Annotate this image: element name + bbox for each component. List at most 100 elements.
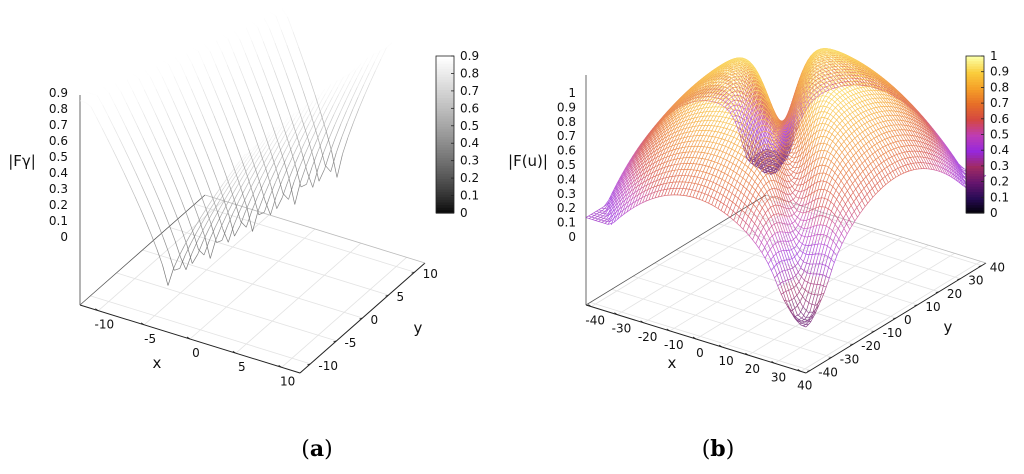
- surface-line-y-15: [327, 104, 334, 117]
- surface-line-x-9: [757, 140, 764, 161]
- surface-line-y-20: [265, 3, 272, 6]
- surface-line-y-4: [269, 126, 276, 136]
- surface-line-y-1: [212, 196, 219, 206]
- surface-line-y-18: [390, 56, 397, 60]
- y-tick-label-1: -30: [840, 352, 860, 366]
- surface-line-y-2: [180, 257, 187, 270]
- surface-line-x-22: [681, 126, 687, 136]
- x-tick-5: [718, 344, 723, 348]
- surface-line-y-46: [896, 120, 903, 130]
- surface-line-x-16: [717, 64, 722, 69]
- surface-line-y-28: [828, 118, 835, 124]
- surface-line-y-9: [779, 215, 786, 233]
- surface-line-x-15: [668, 120, 674, 129]
- surface-line-y-14: [376, 82, 383, 85]
- surface-line-x-0: [617, 174, 623, 183]
- surface-line-y-9: [179, 63, 187, 77]
- x-tick-label-2: -20: [638, 330, 658, 344]
- surface-line-x-15: [664, 128, 670, 138]
- x-axis-title: x: [668, 354, 677, 372]
- surface-line-y-17: [224, 13, 231, 16]
- surface-line-y-19: [396, 51, 403, 54]
- surface-line-x-15: [682, 99, 688, 107]
- surface-line-x-3: [626, 162, 632, 171]
- y-tick-0: [307, 363, 311, 366]
- surface-line-y-0: [794, 318, 801, 325]
- x-tick-2: [186, 336, 191, 340]
- surface-line-y-53: [914, 124, 921, 134]
- surface-line-y-4: [165, 161, 172, 176]
- surface-line-y-17: [395, 65, 401, 69]
- surface-line-y-4: [176, 188, 183, 203]
- surface-line-y-23: [859, 195, 866, 207]
- surface-line-y-41: [883, 122, 890, 132]
- surface-line-x-10: [756, 126, 762, 148]
- surface-line-y-8: [190, 113, 197, 128]
- surface-line-x-1: [629, 154, 635, 163]
- surface-line-y-22: [834, 164, 841, 173]
- surface-line-x-8: [655, 123, 661, 131]
- colorbar-band-45: [436, 173, 454, 177]
- surface-line-y-11: [192, 47, 199, 52]
- surface-line-y-22: [790, 170, 797, 174]
- surface-line-x-2: [636, 143, 643, 152]
- surface-line-y-4: [722, 179, 729, 184]
- surface-line-x-8: [660, 116, 666, 124]
- surface-line-y-28: [833, 123, 840, 130]
- surface-line-y-11: [214, 89, 221, 104]
- colorbar-band-5: [436, 69, 454, 73]
- surface-line-y-51: [909, 122, 916, 132]
- surface-line-x-14: [629, 198, 635, 210]
- surface-line-x-17: [675, 117, 681, 126]
- surface-line-x-6: [627, 169, 633, 179]
- surface-line-x-12: [690, 84, 696, 90]
- surface-line-y-13: [276, 197, 283, 209]
- x-tick-label-7: 30: [771, 370, 786, 384]
- surface-line-y-16: [333, 102, 340, 115]
- surface-line-x-12: [632, 181, 638, 192]
- surface-line-x-5: [740, 101, 747, 116]
- surface-line-y-5: [220, 214, 228, 227]
- surface-line-y-16: [780, 177, 787, 193]
- colorbar-band-56: [436, 202, 454, 206]
- surface-line-x-12: [780, 144, 787, 158]
- surface-line-x-14: [670, 115, 676, 124]
- surface-line-y-19: [346, 109, 354, 124]
- surface-line-x-2: [605, 202, 611, 212]
- surface-line-y-9: [141, 46, 148, 50]
- surface-line-x-11: [782, 144, 788, 158]
- surface-line-y-2: [152, 185, 159, 199]
- surface-line-x-6: [645, 136, 651, 145]
- surface-line-x-18: [727, 58, 733, 63]
- surface-line-y-8: [738, 159, 745, 165]
- surface-line-y-17: [290, 117, 297, 135]
- surface-line-y-10: [721, 138, 728, 142]
- surface-line-y-15: [321, 116, 329, 129]
- surface-line-x-0: [738, 131, 744, 148]
- floor-gridline-y-0: [590, 301, 811, 371]
- surface-line-y-8: [305, 105, 312, 108]
- surface-line-y-4: [302, 133, 309, 137]
- surface-line-y-17: [373, 58, 379, 62]
- surface-line-y-4: [291, 130, 298, 133]
- surface-line-y-28: [850, 144, 857, 154]
- z-tick-label-2: 0.8: [557, 115, 576, 129]
- surface-line-x-10: [621, 196, 627, 209]
- surface-line-x-7: [733, 79, 739, 86]
- surface-line-x-2: [623, 166, 629, 175]
- surface-line-x-14: [656, 138, 662, 149]
- surface-line-y-14: [370, 80, 377, 83]
- surface-line-y-0: [118, 161, 125, 174]
- surface-line-x-8: [664, 110, 670, 118]
- y-tick-3: [871, 330, 875, 333]
- surface-line-y-18: [824, 189, 831, 193]
- surface-line-x-18: [660, 149, 666, 160]
- surface-line-x-6: [744, 104, 750, 121]
- surface-line-y-7: [172, 100, 180, 114]
- surface-line-y-0: [112, 149, 119, 162]
- surface-line-y-18: [406, 61, 413, 65]
- surface-line-y-35: [890, 166, 897, 178]
- surface-line-y-50: [906, 122, 913, 132]
- colorbar-band-57: [436, 205, 454, 209]
- surface-line-y-0: [750, 237, 757, 245]
